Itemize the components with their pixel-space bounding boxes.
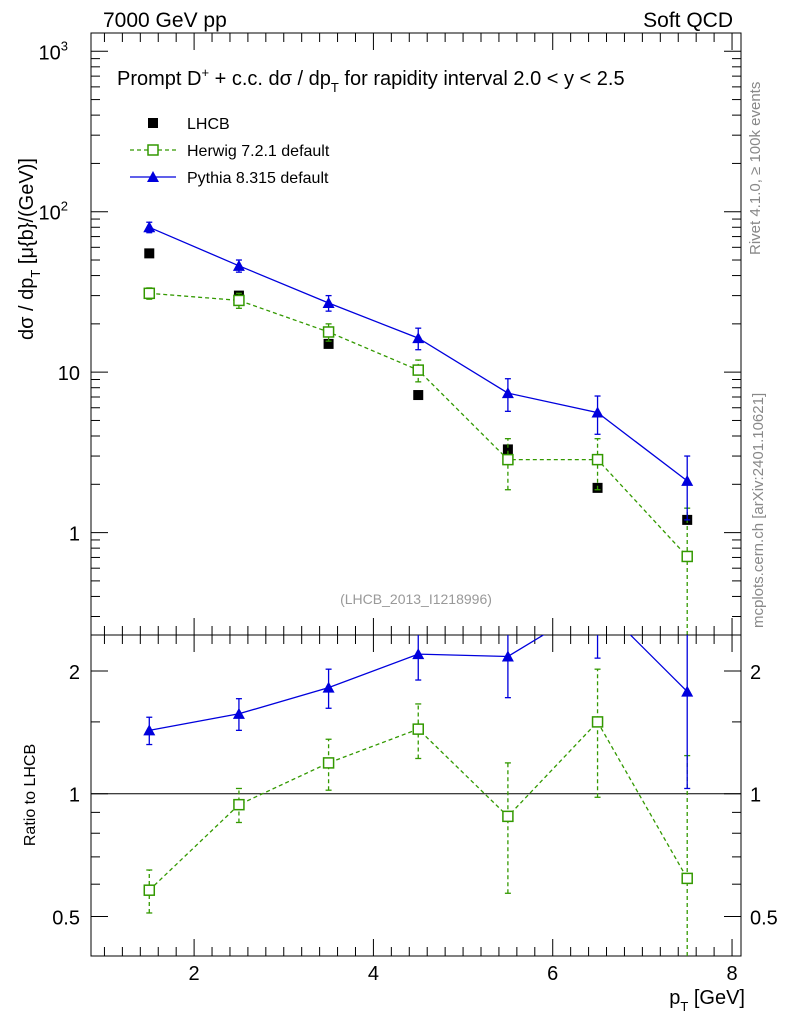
ylabel-sub: T xyxy=(28,270,43,278)
title-suffix: for rapidity interval 2.0 < y < 2.5 xyxy=(339,68,625,90)
main-point-herwig xyxy=(681,550,693,563)
legend: LHCB Herwig 7.2.1 default Pythia 8.315 d… xyxy=(130,116,330,187)
main-point-herwig xyxy=(322,326,335,338)
ratio-point-herwig xyxy=(591,716,604,728)
title-prefix: Prompt D xyxy=(117,68,201,90)
ratio-line-herwig xyxy=(148,720,688,891)
main-point-pythia xyxy=(143,221,156,233)
header-right: Soft QCD xyxy=(643,9,733,32)
main-point-herwig xyxy=(412,364,424,376)
ratio-y-tick-label-right: 1 xyxy=(750,785,761,807)
main-series xyxy=(143,221,694,635)
title-sub: T xyxy=(331,80,339,95)
legend-label-herwig: Herwig 7.2.1 default xyxy=(187,143,330,160)
title-middle: + c.c. dσ / dp xyxy=(209,68,331,90)
ratio-y-tick-label-right: 2 xyxy=(750,662,761,684)
ratio-point-pythia xyxy=(501,650,514,662)
ratio-point-herwig xyxy=(412,723,424,735)
main-point-herwig xyxy=(502,453,514,466)
ratio-point-herwig xyxy=(143,884,156,896)
ratio-ticks: 2 4 6 8 0.5 0.5 1 1 2 2 xyxy=(52,635,778,985)
ratio-point-pythia xyxy=(143,724,156,736)
analysis-tag: (LHCB_2013_I1218996) xyxy=(340,591,492,607)
side-text-bottom: mcplots.cern.ch [arXiv:2401.10621] xyxy=(750,393,767,628)
ratio-point-pythia xyxy=(681,685,694,697)
main-y-tick-label: 1 xyxy=(69,524,80,546)
ratio-point-herwig xyxy=(502,810,514,823)
legend-label-lhcb: LHCB xyxy=(187,116,230,133)
ratio-series xyxy=(143,635,694,956)
main-y-tick-label: 10 xyxy=(58,363,80,385)
xlabel-sub: T xyxy=(680,999,688,1014)
legend-label-pythia: Pythia 8.315 default xyxy=(187,170,329,187)
ratio-panel: 2 4 6 8 0.5 0.5 1 1 2 2 Ratio to LHCB pT [GeV] xyxy=(22,634,778,1014)
ratio-point-herwig xyxy=(233,798,245,811)
ratio-point-herwig xyxy=(322,757,335,769)
main-point-pythia xyxy=(501,387,514,399)
main-point-lhcb xyxy=(323,338,334,349)
ratio-point-pythia xyxy=(322,681,335,693)
xlabel-suffix: [GeV] xyxy=(688,987,745,1009)
main-point-pythia xyxy=(232,259,245,271)
x-tick-label: 6 xyxy=(547,963,558,985)
xlabel-prefix: p xyxy=(669,987,680,1009)
ratio-point-herwig xyxy=(681,872,693,885)
main-point-herwig xyxy=(143,287,156,300)
main-point-lhcb xyxy=(413,390,424,401)
main-point-pythia xyxy=(322,296,335,308)
ratio-y-tick-label: 1 xyxy=(69,785,80,807)
ratio-y-tick-label: 0.5 xyxy=(52,907,80,929)
ylabel-suffix: [μ{b}/(GeV)] xyxy=(16,158,38,270)
legend-marker-pythia xyxy=(147,171,159,182)
main-y-tick-label: 102 xyxy=(39,199,68,225)
ratio-y-tick-label-right: 0.5 xyxy=(750,907,778,929)
title-sup: + xyxy=(201,65,209,80)
main-ylabel: dσ / dpT [μ{b}/(GeV)] xyxy=(16,158,43,340)
main-point-herwig xyxy=(591,453,604,466)
header-left: 7000 GeV pp xyxy=(103,9,227,32)
chart-title: Prompt D+ + c.c. dσ / dpT for rapidity i… xyxy=(117,65,625,95)
x-tick-label: 2 xyxy=(189,963,200,985)
main-y-tick-label: 103 xyxy=(39,38,68,64)
legend-marker-herwig xyxy=(147,144,159,156)
x-tick-label: 4 xyxy=(368,963,379,985)
ratio-y-tick-label: 2 xyxy=(69,662,80,684)
main-point-pythia xyxy=(412,332,425,344)
x-tick-label: 8 xyxy=(726,963,737,985)
ylabel-prefix: dσ / dp xyxy=(16,278,38,340)
ratio-ylabel: Ratio to LHCB xyxy=(22,744,39,846)
side-text-top: Rivet 4.1.0, ≥ 100k events xyxy=(747,82,764,255)
main-point-lhcb xyxy=(144,248,155,259)
main-ticks: 1 10 102 103 xyxy=(39,33,741,635)
legend-marker-lhcb xyxy=(148,118,158,128)
main-point-pythia xyxy=(591,406,604,418)
main-point-pythia xyxy=(681,474,694,486)
ratio-point-pythia xyxy=(232,707,245,719)
ratio-frame xyxy=(90,634,742,957)
main-point-lhcb xyxy=(502,444,513,455)
ratio-point-pythia xyxy=(412,648,425,660)
x-axis-label: pT [GeV] xyxy=(669,987,745,1014)
main-line-pythia xyxy=(149,226,688,482)
main-point-herwig xyxy=(233,294,245,307)
